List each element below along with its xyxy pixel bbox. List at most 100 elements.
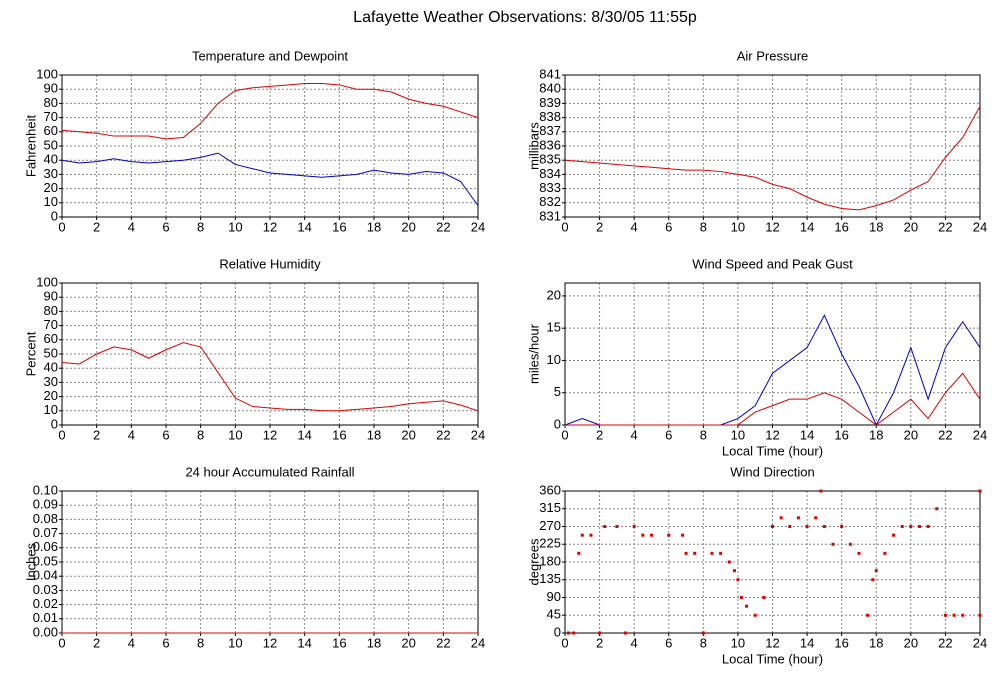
x-tick-label: 10 bbox=[228, 427, 242, 442]
x-tick-label: 16 bbox=[332, 427, 346, 442]
x-tick-label: 18 bbox=[367, 219, 381, 234]
x-tick-label: 6 bbox=[162, 427, 169, 442]
x-tick-label: 8 bbox=[197, 635, 204, 650]
data-point bbox=[589, 533, 593, 537]
y-tick-label: 0.10 bbox=[33, 482, 58, 497]
data-point bbox=[814, 516, 818, 520]
y-tick-label: 10 bbox=[44, 194, 58, 209]
x-tick-label: 6 bbox=[665, 219, 672, 234]
x-tick-label: 8 bbox=[197, 219, 204, 234]
data-point bbox=[615, 525, 619, 528]
y-tick-label: 0.08 bbox=[33, 511, 58, 526]
data-point bbox=[603, 525, 607, 528]
y-axis-label: Fahrenheit bbox=[23, 115, 38, 178]
x-tick-label: 16 bbox=[834, 219, 848, 234]
y-tick-label: 0.01 bbox=[33, 610, 58, 625]
x-tick-label: 0 bbox=[561, 427, 568, 442]
y-axis-label: Percent bbox=[23, 331, 38, 376]
x-tick-label: 24 bbox=[471, 219, 485, 234]
y-tick-label: 360 bbox=[539, 482, 561, 497]
y-tick-label: 836 bbox=[539, 137, 561, 152]
y-tick-label: 30 bbox=[44, 166, 58, 181]
data-point bbox=[681, 533, 685, 537]
x-tick-label: 14 bbox=[800, 635, 814, 650]
data-point bbox=[952, 613, 956, 617]
data-point bbox=[693, 551, 697, 555]
x-tick-label: 16 bbox=[834, 427, 848, 442]
chart-title: Temperature and Dewpoint bbox=[192, 48, 348, 63]
y-tick-label: 0 bbox=[554, 624, 561, 639]
y-tick-label: 40 bbox=[44, 360, 58, 375]
x-tick-label: 6 bbox=[665, 635, 672, 650]
x-tick-label: 12 bbox=[765, 427, 779, 442]
y-tick-label: 5 bbox=[554, 384, 561, 399]
y-tick-label: 50 bbox=[44, 137, 58, 152]
data-point bbox=[701, 631, 705, 635]
y-tick-label: 838 bbox=[539, 109, 561, 124]
y-tick-label: 80 bbox=[44, 95, 58, 110]
data-point bbox=[641, 533, 645, 537]
data-point bbox=[566, 631, 570, 635]
data-point bbox=[580, 533, 584, 537]
x-tick-label: 14 bbox=[297, 635, 311, 650]
x-tick-label: 18 bbox=[367, 427, 381, 442]
x-tick-label: 0 bbox=[58, 219, 65, 234]
x-tick-label: 22 bbox=[436, 219, 450, 234]
data-point bbox=[572, 631, 576, 635]
y-tick-label: 50 bbox=[44, 345, 58, 360]
data-line bbox=[61, 152, 479, 206]
y-tick-label: 60 bbox=[44, 331, 58, 346]
x-tick-label: 18 bbox=[869, 219, 883, 234]
y-axis-label: Inches bbox=[23, 542, 38, 581]
data-point bbox=[753, 613, 757, 617]
data-point bbox=[771, 525, 774, 528]
x-tick-label: 22 bbox=[938, 219, 952, 234]
y-tick-label: 100 bbox=[36, 66, 58, 81]
data-line bbox=[564, 105, 981, 211]
chart-title: Wind Speed and Peak Gust bbox=[692, 256, 853, 271]
data-point bbox=[857, 551, 861, 555]
x-tick-label: 10 bbox=[731, 635, 745, 650]
x-tick-label: 20 bbox=[401, 427, 415, 442]
data-point bbox=[900, 525, 904, 528]
data-point bbox=[577, 551, 581, 555]
x-tick-label: 18 bbox=[367, 635, 381, 650]
data-point bbox=[805, 525, 809, 528]
data-point bbox=[598, 631, 602, 635]
y-tick-label: 70 bbox=[44, 109, 58, 124]
data-point bbox=[796, 516, 800, 520]
x-axis-label: Local Time (hour) bbox=[722, 443, 823, 458]
y-tick-label: 90 bbox=[44, 81, 58, 96]
y-tick-label: 0 bbox=[51, 416, 58, 431]
y-axis-label: miles/hour bbox=[526, 323, 541, 384]
data-point bbox=[978, 613, 982, 617]
y-tick-label: 831 bbox=[539, 208, 561, 223]
x-tick-label: 0 bbox=[561, 219, 568, 234]
x-tick-label: 14 bbox=[800, 427, 814, 442]
x-tick-label: 10 bbox=[228, 635, 242, 650]
y-axis-label: degrees bbox=[526, 538, 541, 585]
data-point bbox=[710, 551, 714, 555]
x-tick-label: 20 bbox=[904, 635, 918, 650]
plot-frame bbox=[61, 74, 479, 218]
x-tick-label: 2 bbox=[93, 427, 100, 442]
x-tick-label: 4 bbox=[128, 219, 135, 234]
y-tick-label: 0.02 bbox=[33, 596, 58, 611]
y-tick-label: 0.06 bbox=[33, 539, 58, 554]
x-tick-label: 12 bbox=[263, 635, 277, 650]
y-tick-label: 90 bbox=[44, 289, 58, 304]
data-point bbox=[667, 533, 671, 537]
data-point bbox=[866, 613, 870, 617]
x-tick-label: 0 bbox=[58, 635, 65, 650]
chart-title: Wind Direction bbox=[730, 464, 815, 479]
x-tick-label: 10 bbox=[228, 219, 242, 234]
data-point bbox=[917, 525, 921, 528]
x-tick-label: 24 bbox=[471, 427, 485, 442]
data-point bbox=[727, 560, 731, 564]
data-line bbox=[61, 83, 479, 140]
data-point bbox=[739, 596, 743, 599]
data-point bbox=[736, 578, 740, 582]
x-tick-label: 4 bbox=[631, 427, 638, 442]
data-line bbox=[565, 372, 981, 426]
y-tick-label: 15 bbox=[547, 320, 561, 335]
